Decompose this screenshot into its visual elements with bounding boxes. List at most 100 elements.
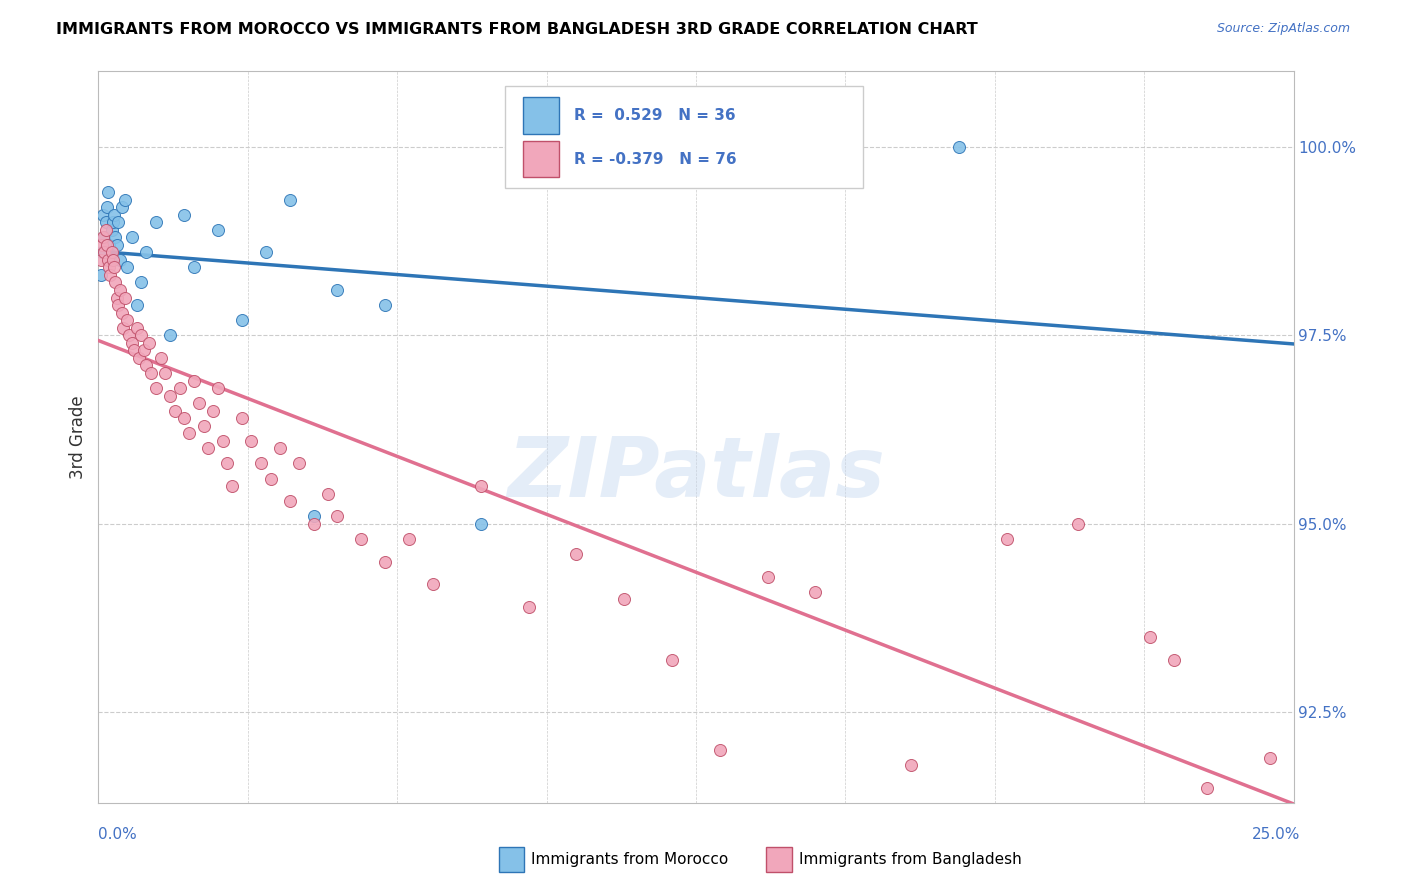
Point: [96, 200, 118, 214]
FancyBboxPatch shape: [523, 97, 558, 134]
Point: [374, 554, 396, 568]
Point: [112, 320, 135, 334]
Point: [1197, 780, 1219, 795]
FancyBboxPatch shape: [523, 141, 558, 178]
Point: [98, 252, 122, 267]
Point: [105, 237, 128, 252]
Point: [470, 516, 492, 531]
Point: [202, 403, 225, 417]
Point: [101, 252, 124, 267]
Point: [135, 359, 157, 373]
Point: [101, 223, 124, 237]
Point: [101, 245, 124, 260]
Point: [302, 516, 325, 531]
Point: [91, 208, 114, 222]
Point: [302, 509, 325, 524]
Point: [179, 426, 201, 441]
Point: [1067, 516, 1090, 531]
Point: [197, 442, 219, 456]
Point: [250, 457, 273, 471]
Point: [207, 381, 229, 395]
Point: [350, 532, 373, 546]
Point: [103, 208, 125, 222]
Point: [278, 193, 301, 207]
Point: [269, 442, 291, 456]
Point: [111, 200, 134, 214]
Point: [121, 335, 143, 350]
Point: [217, 457, 239, 471]
Point: [104, 230, 127, 244]
Text: 25.0%: 25.0%: [1253, 827, 1301, 841]
Point: [613, 592, 636, 607]
Point: [183, 260, 205, 275]
Text: Source: ZipAtlas.com: Source: ZipAtlas.com: [1216, 22, 1350, 36]
Point: [193, 418, 215, 433]
Point: [97, 185, 120, 199]
Point: [125, 298, 148, 312]
Text: R = -0.379   N = 76: R = -0.379 N = 76: [574, 152, 737, 167]
Point: [231, 313, 253, 327]
Point: [756, 569, 779, 583]
Point: [517, 599, 540, 614]
Point: [94, 223, 117, 237]
Point: [398, 532, 420, 546]
Text: 0.0%: 0.0%: [98, 827, 138, 841]
Y-axis label: 3rd Grade: 3rd Grade: [69, 395, 87, 479]
Text: ZIPatlas: ZIPatlas: [508, 434, 884, 514]
Point: [149, 351, 172, 365]
Point: [254, 245, 277, 260]
Point: [211, 434, 233, 448]
Point: [128, 351, 150, 365]
Point: [105, 291, 128, 305]
Point: [1139, 630, 1161, 644]
Point: [103, 260, 125, 275]
Point: [278, 494, 301, 508]
Point: [125, 320, 148, 334]
Point: [131, 276, 153, 290]
Point: [948, 140, 970, 154]
Point: [316, 486, 339, 500]
Point: [221, 479, 243, 493]
Point: [107, 215, 129, 229]
Point: [173, 411, 195, 425]
Point: [173, 208, 195, 222]
Point: [96, 237, 118, 252]
Point: [111, 306, 134, 320]
Point: [187, 396, 209, 410]
Point: [97, 252, 120, 267]
Point: [231, 411, 253, 425]
Text: IMMIGRANTS FROM MOROCCO VS IMMIGRANTS FROM BANGLADESH 3RD GRADE CORRELATION CHAR: IMMIGRANTS FROM MOROCCO VS IMMIGRANTS FR…: [56, 22, 979, 37]
Point: [163, 403, 186, 417]
Point: [94, 215, 117, 229]
Point: [108, 252, 131, 267]
Point: [131, 328, 153, 343]
Point: [104, 276, 127, 290]
Point: [139, 366, 162, 380]
Point: [240, 434, 263, 448]
Point: [995, 532, 1018, 546]
Point: [108, 283, 131, 297]
Text: R =  0.529   N = 36: R = 0.529 N = 36: [574, 108, 735, 123]
Point: [145, 381, 167, 395]
Text: Immigrants from Morocco: Immigrants from Morocco: [531, 853, 728, 867]
Point: [115, 260, 138, 275]
Point: [107, 298, 129, 312]
Point: [90, 268, 112, 282]
Point: [118, 328, 141, 343]
Point: [288, 457, 311, 471]
Point: [93, 230, 115, 244]
Point: [207, 223, 229, 237]
Point: [326, 509, 349, 524]
Point: [98, 268, 122, 282]
Point: [93, 245, 115, 260]
Point: [422, 577, 444, 591]
Point: [1258, 750, 1281, 764]
Point: [101, 215, 124, 229]
Point: [97, 260, 120, 275]
Point: [132, 343, 155, 358]
Point: [159, 389, 181, 403]
Point: [115, 313, 138, 327]
Point: [90, 252, 112, 267]
Point: [91, 237, 114, 252]
Point: [114, 193, 136, 207]
